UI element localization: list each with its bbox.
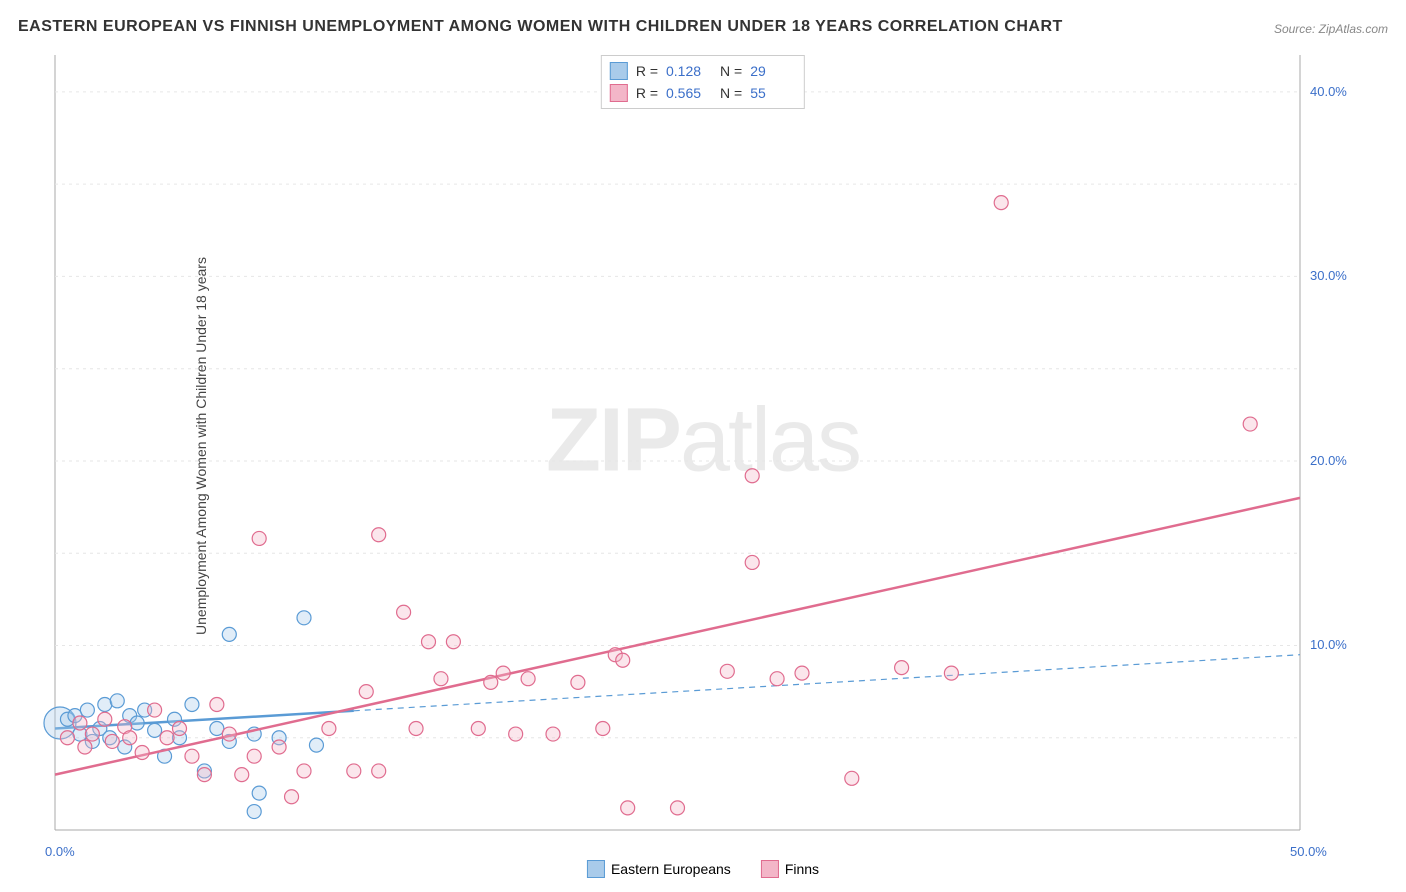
stat-N-value: 55 [750, 85, 796, 101]
series-legend-label: Eastern Europeans [611, 861, 731, 877]
legend-swatch [610, 62, 628, 80]
legend-swatch [610, 84, 628, 102]
stat-N-label: N = [720, 85, 742, 101]
y-tick-label: 20.0% [1310, 453, 1347, 468]
series-legend: Eastern Europeans Finns [587, 860, 819, 878]
series-legend-item: Eastern Europeans [587, 860, 731, 878]
stat-legend: R = 0.128 N = 29 R = 0.565 N = 55 [601, 55, 805, 109]
stat-R-value: 0.565 [666, 85, 712, 101]
stat-N-value: 29 [750, 63, 796, 79]
scatter-chart [0, 0, 1406, 892]
stat-legend-row: R = 0.128 N = 29 [610, 60, 796, 82]
series-legend-label: Finns [785, 861, 819, 877]
legend-swatch [761, 860, 779, 878]
y-tick-label: 10.0% [1310, 637, 1347, 652]
stat-R-label: R = [636, 85, 658, 101]
stat-legend-row: R = 0.565 N = 55 [610, 82, 796, 104]
series-legend-item: Finns [761, 860, 819, 878]
y-tick-label: 30.0% [1310, 268, 1347, 283]
y-tick-label: 40.0% [1310, 84, 1347, 99]
x-tick-label: 0.0% [45, 844, 75, 859]
stat-R-label: R = [636, 63, 658, 79]
stat-R-value: 0.128 [666, 63, 712, 79]
stat-N-label: N = [720, 63, 742, 79]
legend-swatch [587, 860, 605, 878]
x-tick-label: 50.0% [1290, 844, 1327, 859]
